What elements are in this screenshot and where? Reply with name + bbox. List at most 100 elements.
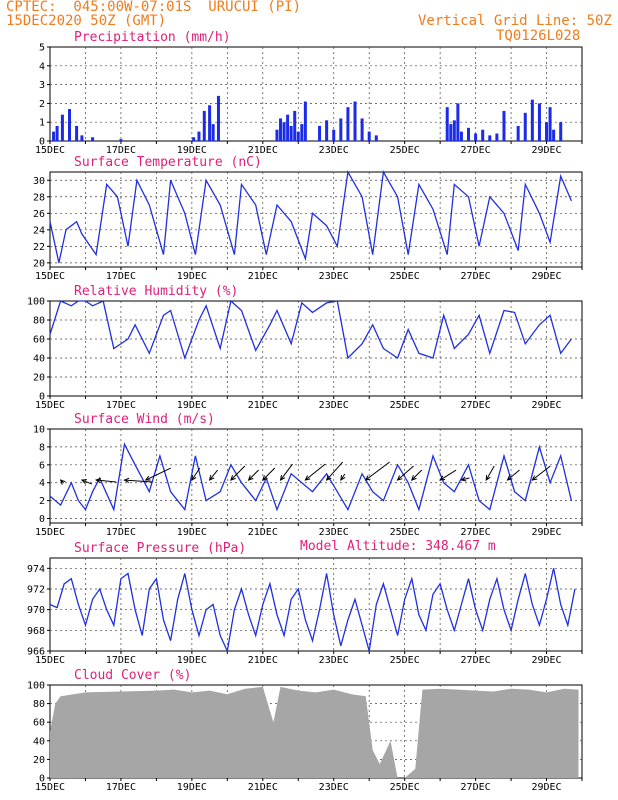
precip-bar [211, 124, 215, 141]
precip-bar [119, 139, 123, 141]
cloud-ytick-label: 40 [33, 736, 45, 747]
precip-xtick-label: 25DEC [390, 145, 420, 156]
wind-wind-arrow [248, 469, 259, 481]
cloud-xtick-label: 21DEC [248, 782, 278, 793]
precip-xtick-label: 29DEC [531, 145, 561, 156]
precip-bar [548, 107, 552, 141]
wind-wind-arrowhead [123, 477, 130, 483]
wind-wind-arrow [532, 465, 551, 481]
cloud-xtick-label: 29DEC [531, 782, 561, 793]
precip-bar [68, 109, 72, 141]
precip-bar [537, 103, 541, 141]
precip-xtick-label: 19DEC [177, 145, 207, 156]
precip-bar [374, 135, 378, 141]
wind-wind-arrowhead [94, 477, 101, 484]
rh-xtick-label: 21DEC [248, 400, 278, 411]
wind-wind-arrow [326, 461, 344, 481]
precip-bar [360, 118, 364, 141]
temp-ytick-label: 28 [33, 192, 45, 203]
pres-ytick-label: 966 [27, 647, 45, 658]
precip-bar [467, 127, 471, 141]
precip-ytick-label: 5 [39, 43, 45, 54]
cloud-xtick-label: 19DEC [177, 782, 207, 793]
precip-bar [289, 125, 293, 141]
precip-bar [303, 101, 307, 141]
precip-bar [282, 122, 286, 141]
precip-bar [530, 99, 534, 141]
precip-frame [49, 46, 583, 142]
rh-frame [49, 300, 583, 397]
wind-ytick-label: 0 [39, 514, 45, 525]
rh-xtick-label: 29DEC [531, 400, 561, 411]
temp-panel: 20 22 24 26 28 30 15DEC 17DEC 19DEC 21DEC 23DEC 25D… [33, 155, 583, 282]
precip-ytick-label: 3 [39, 80, 45, 91]
wind-wind-arrowhead [80, 479, 87, 485]
precip-bar [296, 131, 300, 141]
cloud-area [50, 686, 579, 778]
temp-xtick-label: 17DEC [106, 271, 136, 282]
wind-wind-arrow [209, 469, 218, 481]
rh-xtick-label: 23DEC [319, 400, 349, 411]
precip-ytick-label: 4 [39, 61, 45, 72]
pressure-title: Surface Pressure (hPa) [74, 541, 246, 556]
cloud-ytick-label: 60 [33, 718, 45, 729]
cloud-xtick-label: 17DEC [106, 782, 136, 793]
pres-series-line [49, 568, 576, 654]
wind-wind-arrow [439, 469, 457, 481]
header-station: CPTEC: 045:00W-07:01S URUCUI (PI) [6, 0, 302, 15]
precip-ytick-label: 2 [39, 99, 45, 110]
precip-ytick-label: 1 [39, 118, 45, 129]
wind-title: Surface Wind (m/s) [74, 412, 215, 427]
wind-wind-arrowhead [247, 475, 254, 481]
precip-xtick-label: 17DEC [106, 145, 136, 156]
precip-bar [91, 137, 95, 141]
wind-wind-arrow [191, 467, 201, 481]
wind-xtick-label: 15DEC [35, 527, 65, 538]
precip-bar [488, 135, 492, 141]
cloud-ytick-label: 100 [27, 681, 45, 692]
temp-ytick-label: 22 [33, 242, 45, 253]
cloud-panel: 0 20 40 60 80 100 15DEC 17DEC 19DEC 21DEC 23DEC 25D… [27, 668, 583, 793]
temperature-title: Surface Temperature (nC) [74, 155, 262, 170]
precipitation-title: Precipitation (mm/h) [74, 30, 231, 45]
precip-bar [346, 107, 350, 141]
cloud-xtick-label: 27DEC [461, 782, 491, 793]
precip-bar [325, 120, 329, 141]
wind-wind-arrow [365, 461, 390, 481]
precip-bar [452, 120, 456, 141]
wind-wind-arrowhead [410, 475, 417, 481]
precip-bar [300, 124, 304, 141]
temp-xtick-label: 23DEC [319, 271, 349, 282]
temp-ytick-label: 30 [33, 176, 45, 187]
pres-ytick-label: 968 [27, 626, 45, 637]
wind-series-line [49, 442, 573, 512]
rh-xtick-label: 17DEC [106, 400, 136, 411]
wind-ytick-label: 2 [39, 496, 45, 507]
wind-wind-arrow [397, 465, 414, 481]
wind-wind-arrowhead [460, 476, 467, 482]
wind-wind-arrowhead [439, 475, 446, 481]
rh-ytick-label: 60 [33, 335, 45, 346]
precip-bar [208, 105, 212, 141]
wind-wind-arrow [485, 465, 495, 481]
cloud-xtick-label: 23DEC [319, 782, 349, 793]
precip-bar [275, 129, 279, 141]
precip-xtick-label: 27DEC [461, 145, 491, 156]
rh-ytick-label: 40 [33, 354, 45, 365]
pres-xtick-label: 27DEC [461, 655, 491, 666]
precip-bar [552, 129, 556, 141]
wind-wind-arrowhead [485, 475, 491, 482]
pres-xtick-label: 15DEC [35, 655, 65, 666]
rh-series-line [49, 299, 572, 361]
model-altitude-label: Model Altitude: 348.467 m [300, 539, 496, 554]
header-code: TQ0126L028 [496, 28, 581, 44]
precip-bar [481, 129, 485, 141]
precip-bar [449, 124, 453, 141]
wind-xtick-label: 25DEC [390, 527, 420, 538]
precip-bar [286, 114, 290, 141]
precip-bar [332, 129, 336, 141]
temp-xtick-label: 21DEC [248, 271, 278, 282]
pres-ytick-label: 970 [27, 605, 45, 616]
pres-xtick-label: 17DEC [106, 655, 136, 666]
